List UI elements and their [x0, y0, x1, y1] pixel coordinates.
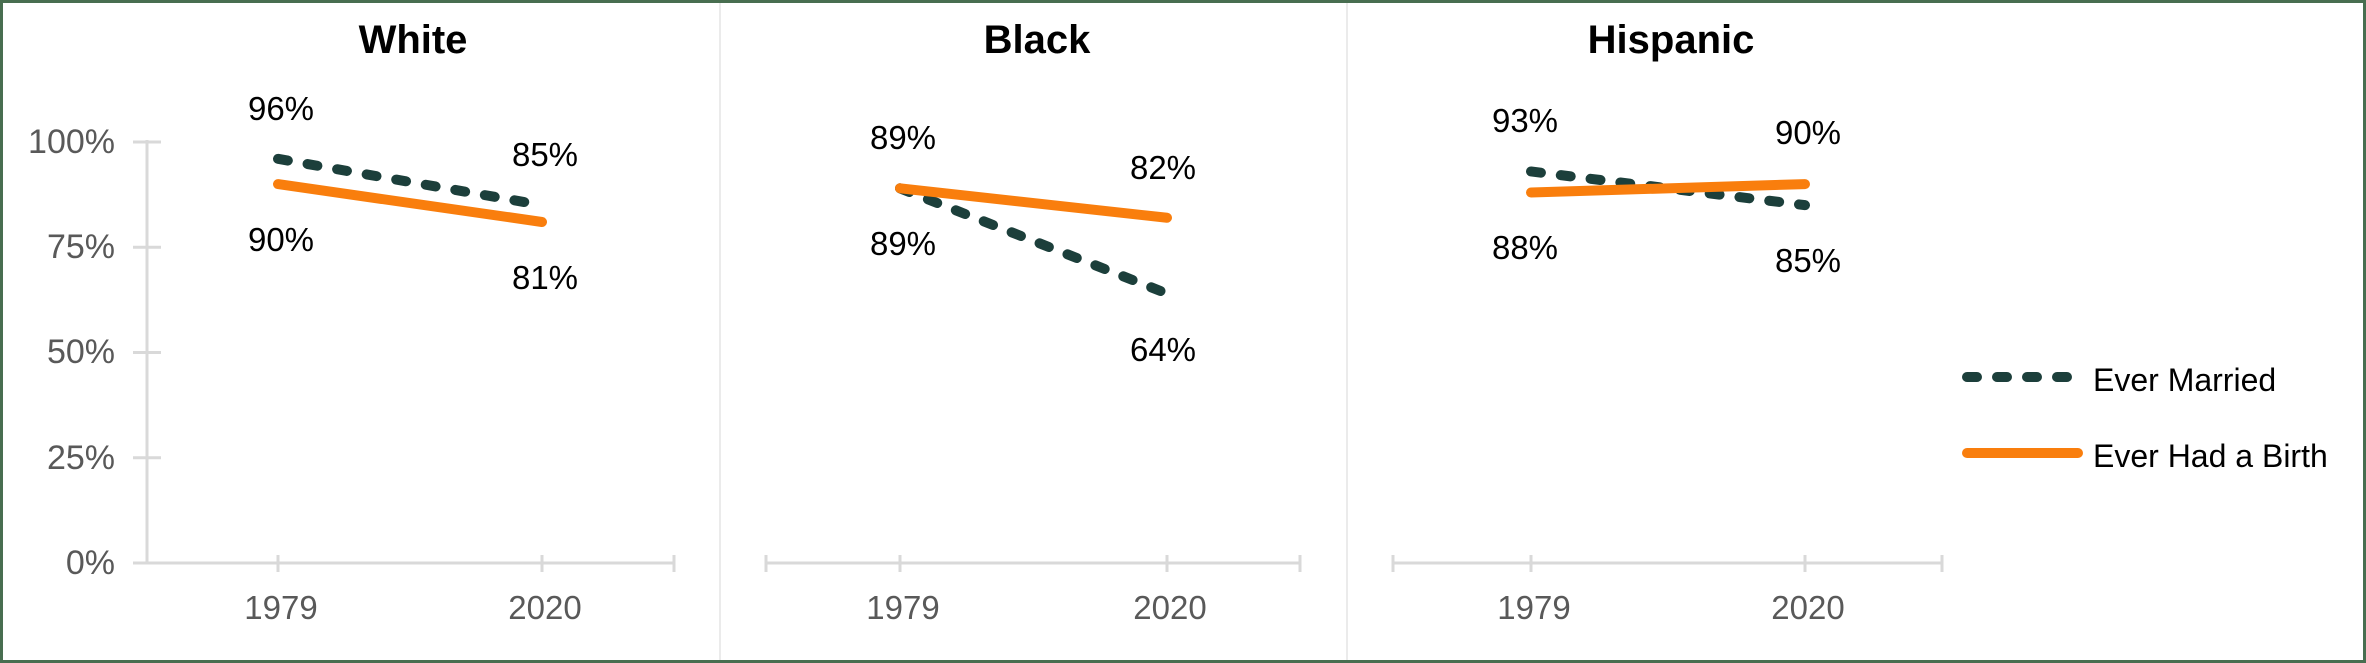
data-label-black-married-2020: 64% — [1129, 331, 1197, 368]
panel-title-hispanic: Hispanic — [1587, 18, 1755, 62]
data-label-black-birth-2020: 82% — [1129, 149, 1197, 186]
line-black-ever-married — [895, 183, 1172, 299]
data-label-white-birth-2020: 81% — [511, 259, 579, 296]
x-tick-hispanic-1979: 1979 — [1497, 589, 1571, 626]
data-label-black-birth-1979: 89% — [869, 225, 937, 262]
panel-title-white: White — [358, 18, 468, 62]
x-tick-black-1979: 1979 — [866, 589, 940, 626]
line-white-ever-had-a-birth — [273, 179, 547, 227]
data-label-hispanic-married-2020: 85% — [1774, 242, 1842, 279]
data-label-hispanic-married-1979: 93% — [1491, 102, 1559, 139]
data-label-hispanic-birth-2020: 90% — [1774, 114, 1842, 151]
data-label-white-birth-1979: 90% — [247, 221, 315, 258]
x-tick-hispanic-2020: 2020 — [1771, 589, 1845, 626]
data-label-hispanic-birth-1979: 88% — [1491, 229, 1559, 266]
x-tick-white-1979: 1979 — [244, 589, 318, 626]
y-tick-label-75: 75% — [46, 228, 115, 266]
y-tick-label-25: 25% — [46, 439, 115, 477]
y-tick-label-100: 100% — [28, 123, 115, 161]
data-label-white-married-2020: 85% — [511, 136, 579, 173]
line-white-ever-married — [273, 153, 547, 211]
x-tick-white-2020: 2020 — [508, 589, 582, 626]
legend-label-ever-married: Ever Married — [2093, 362, 2277, 398]
data-label-white-married-1979: 96% — [247, 90, 315, 127]
panel-title-black: Black — [983, 18, 1091, 62]
line-hispanic-ever-had-a-birth — [1526, 179, 1810, 198]
legend-label-ever-had-a-birth: Ever Had a Birth — [2093, 438, 2328, 474]
data-label-black-married-1979: 89% — [869, 119, 937, 156]
y-tick-label-50: 50% — [46, 333, 115, 371]
y-tick-label-0: 0% — [65, 544, 115, 582]
x-tick-black-2020: 2020 — [1133, 589, 1207, 626]
line-black-ever-had-a-birth — [895, 183, 1172, 223]
